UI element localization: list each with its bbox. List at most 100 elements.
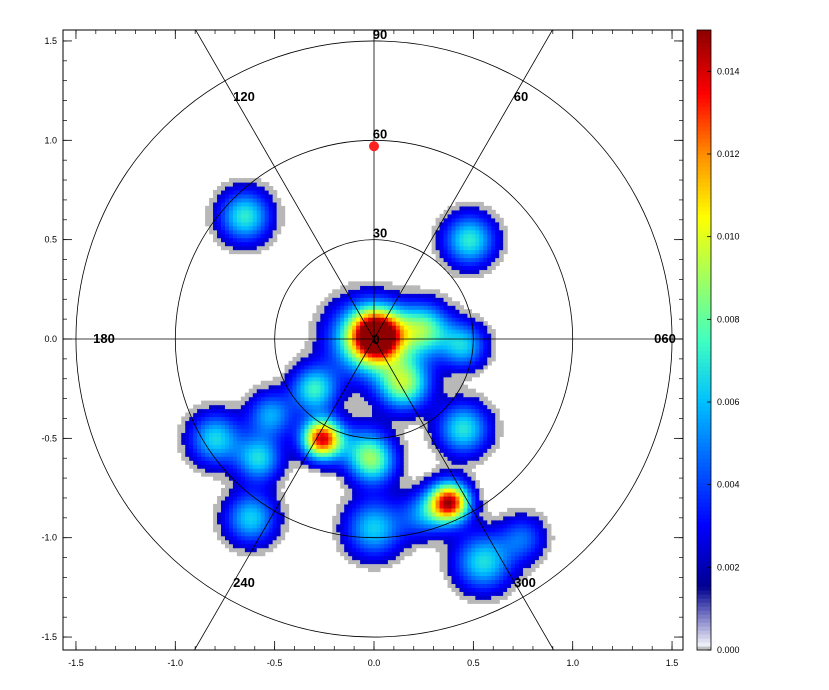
heat-cell (479, 241, 484, 247)
heat-cell (399, 392, 405, 398)
heat-cell (352, 313, 357, 318)
heat-cell (479, 221, 484, 227)
heat-cell (407, 376, 413, 382)
heat-cell (387, 456, 393, 461)
heat-cell (368, 499, 373, 505)
heat-cell (431, 376, 437, 382)
heat-cell (213, 404, 218, 410)
heat-cell (495, 535, 500, 541)
heat-cell (419, 309, 425, 314)
heat-cell (491, 348, 496, 354)
heat-cell (272, 539, 278, 545)
heat-cell (455, 372, 461, 378)
heat-cell (300, 432, 306, 437)
heat-cell (467, 464, 472, 469)
heat-cell (383, 333, 389, 338)
heat-cell (538, 535, 544, 541)
heat-cell (272, 495, 278, 501)
heat-cell (479, 416, 484, 422)
heat-cell (217, 495, 222, 501)
heat-cell (236, 217, 242, 223)
heat-cell (523, 515, 528, 521)
heat-cell (252, 233, 258, 239)
heat-cell (443, 472, 449, 477)
heat-cell (423, 388, 429, 394)
heat-cell (364, 400, 369, 406)
heat-cell (364, 543, 369, 549)
heat-cell (252, 440, 258, 445)
heat-cell (304, 392, 310, 398)
heat-cell (387, 356, 393, 362)
heat-cell (340, 344, 345, 350)
heat-cell (527, 527, 532, 533)
heat-cell (248, 495, 254, 501)
heat-cell (304, 436, 310, 441)
heat-cell (288, 400, 294, 406)
heat-cell (375, 559, 381, 565)
heat-cell (348, 281, 353, 286)
heat-cell (479, 563, 484, 569)
heat-cell (197, 464, 202, 469)
heat-cell (252, 392, 258, 398)
heat-cell (240, 452, 246, 457)
heat-cell (435, 432, 441, 437)
heat-cell (455, 213, 461, 219)
heat-cell (292, 432, 298, 437)
heat-cell (336, 511, 341, 517)
heat-cell (463, 507, 468, 513)
heat-cell (387, 281, 393, 286)
heat-cell (419, 293, 425, 298)
heat-cell (221, 189, 226, 195)
heat-cell (387, 285, 393, 290)
heat-cell (224, 535, 230, 541)
heat-cell (459, 392, 465, 398)
heat-cell (352, 432, 357, 437)
heat-cell (427, 531, 433, 537)
heat-cell (368, 309, 373, 314)
heat-cell (324, 384, 329, 390)
heat-cell (443, 225, 449, 231)
heat-cell (463, 265, 468, 271)
heat-cell (356, 503, 361, 509)
heat-cell (217, 201, 222, 207)
heat-cell (459, 503, 465, 509)
heat-cell (240, 424, 246, 430)
heat-cell (213, 416, 218, 422)
heat-cell (423, 412, 429, 418)
heat-cell (463, 237, 468, 243)
heat-cell (479, 344, 484, 350)
heat-cell (439, 488, 445, 493)
heat-cell (308, 352, 313, 358)
heat-cell (491, 404, 496, 410)
heat-cell (503, 511, 508, 517)
heat-cell (427, 340, 433, 346)
heat-cell (515, 547, 520, 553)
heat-cell (443, 372, 449, 378)
heat-cell (483, 567, 488, 573)
heat-cell (455, 507, 461, 513)
heat-cell (495, 547, 500, 553)
heat-cell (459, 444, 465, 449)
heat-cell (264, 229, 270, 235)
heat-cell (383, 468, 389, 473)
heat-cell (447, 444, 453, 449)
heat-cell (256, 444, 262, 449)
heat-cell (419, 531, 425, 537)
heat-cell (328, 321, 333, 326)
heat-cell (411, 384, 417, 390)
heat-cell (379, 372, 385, 378)
heat-cell (435, 480, 441, 485)
heat-cell (364, 404, 369, 410)
heat-cell (344, 356, 349, 362)
heat-cell (459, 209, 465, 215)
heat-cell (451, 241, 457, 247)
heat-cell (189, 460, 194, 465)
heat-cell (495, 432, 500, 437)
heat-cell (280, 372, 286, 378)
heat-cell (403, 523, 409, 529)
heat-cell (483, 261, 488, 267)
heat-cell (443, 444, 449, 449)
heat-cell (463, 344, 468, 350)
heat-cell (364, 499, 369, 505)
heat-cell (356, 440, 361, 445)
